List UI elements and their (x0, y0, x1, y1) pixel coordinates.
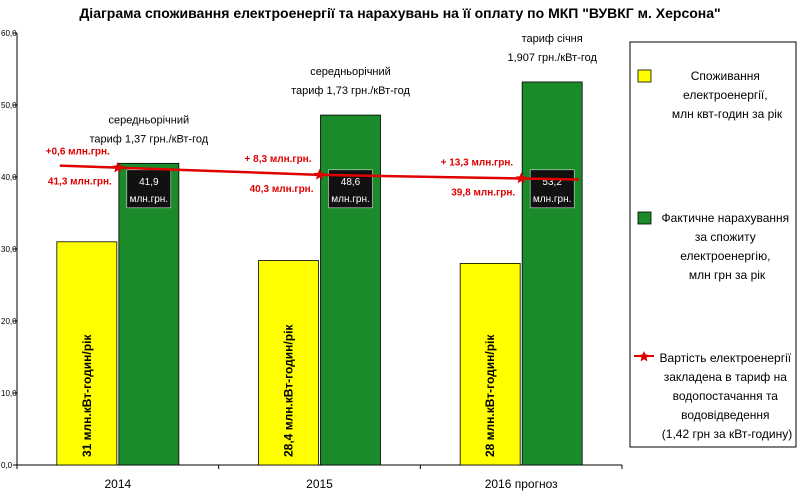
tariff-cost-marker (112, 161, 124, 173)
tariff-cost-marker (515, 172, 527, 184)
legend-text-line: електроенергії, (683, 88, 768, 102)
charges-bar (320, 114, 381, 466)
tariff-annotation: середньорічний (310, 66, 391, 78)
legend-text-line: млн грн за рік (689, 268, 766, 282)
legend-text-line: Вартість електроенергії (660, 351, 792, 365)
legend-text-line: млн квт-годин за рік (672, 107, 783, 121)
difference-label: + 13,3 млн.грн. (441, 157, 514, 168)
difference-label: +0,6 млн.грн. (46, 147, 110, 158)
consumption-bar (258, 260, 319, 466)
legend-red-marker (638, 351, 650, 362)
tariff-annotation: середньорічний (109, 114, 190, 126)
legend-text-line: Споживання (691, 69, 760, 83)
x-tick-label: 2014 (104, 477, 131, 491)
tariff-annotation: 1,907 грн./кВт-год (507, 52, 597, 64)
legend-text-line: водопостачання та (673, 389, 779, 403)
legend-entry-charges: Фактичне нарахування за спожиту електрое… (662, 211, 793, 282)
y-tick-label: 10,0 (1, 389, 17, 398)
charges-bar (521, 81, 583, 466)
tariff-annotation: тариф 1,73 грн./кВт-год (291, 85, 410, 97)
legend: Споживання електроенергії, млн квт-годин… (629, 41, 797, 448)
legend-text-line: електроенергію, (680, 249, 770, 263)
tariff-cost-label: 40,3 млн.грн. (250, 184, 314, 195)
plot-area: 0,0 10,0 20,0 30,0 40,0 50,0 60,0 2014 31 млн.кВ… (1, 29, 623, 491)
tariff-annotation: тариф 1,37 грн./кВт-год (89, 133, 208, 145)
y-tick-label: 0,0 (1, 461, 13, 470)
consumption-bar (459, 262, 521, 466)
charges-unit-label: млн.грн. (331, 194, 370, 205)
y-tick-label: 60,0 (1, 29, 17, 38)
charges-value-box (126, 169, 172, 209)
charges-value-label: 41,9 (139, 177, 159, 188)
legend-green-swatch (637, 211, 652, 225)
y-tick-label: 20,0 (1, 317, 17, 326)
legend-text-line: за спожиту (695, 230, 756, 244)
charges-unit-label: млн.грн. (130, 194, 169, 205)
charges-value-box (529, 169, 575, 209)
legend-yellow-swatch (637, 69, 652, 83)
tariff-cost-label: 41,3 млн.грн. (48, 177, 112, 188)
x-tick-label: 2016 прогноз (485, 477, 558, 491)
consumption-bar (56, 241, 118, 466)
charges-unit-label: млн.грн. (533, 194, 572, 205)
difference-label: + 8,3 млн.грн. (245, 154, 312, 165)
y-tick-label: 40,0 (1, 173, 17, 182)
legend-entry-tariff-cost: Вартість електроенергії закладена в тари… (660, 351, 795, 441)
consumption-bar-label: 28,4 млн.кВт-годин/рік (282, 324, 296, 457)
legend-text-line: закладена в тариф на (664, 370, 788, 384)
legend-text-line: Фактичне нарахування (662, 211, 790, 225)
charges-value-label: 53,2 (542, 177, 562, 188)
y-tick-label: 50,0 (1, 101, 17, 110)
tariff-annotation: тариф січня (522, 33, 583, 45)
legend-entry-consumption: Споживання електроенергії, млн квт-годин… (672, 69, 783, 121)
legend-text-line: (1,42 грн за кВт-годину) (662, 427, 792, 441)
tariff-cost-marker (313, 168, 326, 180)
charges-bar (118, 162, 180, 466)
legend-text-line: водовідведення (681, 408, 769, 422)
x-tick-label: 2015 (306, 477, 333, 491)
y-tick-label: 30,0 (1, 245, 17, 254)
tariff-cost-label: 39,8 млн.грн. (451, 187, 515, 198)
charges-value-label: 48,6 (341, 177, 361, 188)
consumption-bar-label: 31 млн.кВт-годин/рік (80, 334, 94, 457)
consumption-bar-label: 28 млн.кВт-годин/рік (483, 334, 497, 457)
chart-title: Діаграма споживання електроенергії та на… (79, 5, 720, 21)
legend-frame (629, 41, 797, 448)
